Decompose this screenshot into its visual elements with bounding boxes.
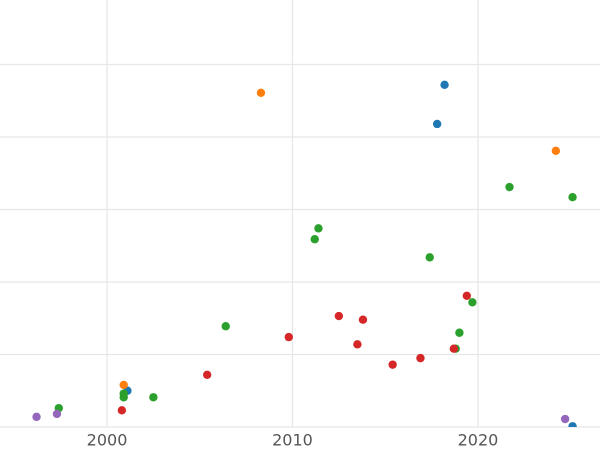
point [32,412,41,422]
point [568,422,577,427]
point [505,182,514,192]
point [468,298,477,307]
point [334,311,344,321]
point [462,291,472,300]
point [52,409,62,419]
point [119,380,128,390]
point [425,253,434,262]
point [568,192,577,202]
point [560,414,570,424]
point [353,340,362,349]
point [314,224,323,233]
x-tick-label: 2010 [272,431,313,450]
point [551,146,561,155]
point [221,322,230,331]
points [32,80,577,427]
point [256,88,266,97]
point [119,393,128,402]
labels: 2000 2010 2020 [87,431,499,450]
x-tick-label: 2020 [458,431,499,450]
point [149,393,158,402]
point [202,370,212,380]
point [358,315,368,324]
point [388,360,397,369]
x-tick-label: 2000 [87,431,128,450]
point [416,353,425,363]
grid [0,0,600,428]
point [440,80,449,90]
point [449,344,459,353]
point [432,119,442,129]
point [455,328,464,337]
point [310,235,319,244]
point [284,332,293,342]
point [117,406,127,415]
